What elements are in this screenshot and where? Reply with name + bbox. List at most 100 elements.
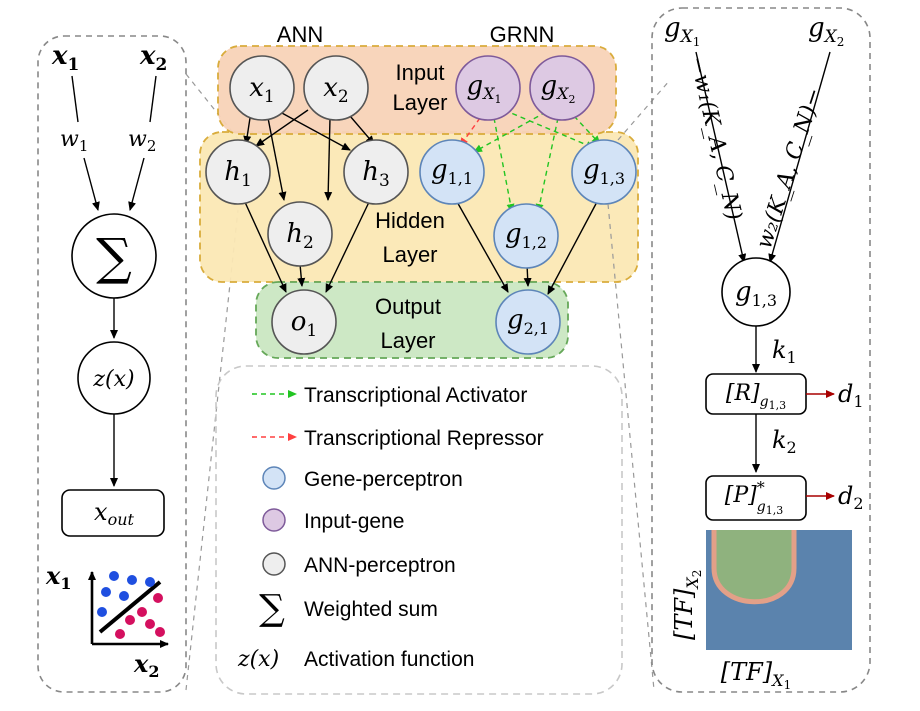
zoom-line-left-bottom	[185, 209, 239, 691]
scatter-blue-dots	[97, 571, 155, 617]
legend-input-gene-label: Input-gene	[304, 510, 404, 533]
edge-h3-o1	[325, 199, 371, 293]
blue-dot	[101, 587, 111, 597]
ann-node-h1	[205, 139, 271, 205]
detail-k1-label: k1	[772, 336, 797, 367]
detail-weight-w1-label: −w₁(K_A, C_N)	[684, 54, 746, 223]
pink-dot	[145, 619, 155, 629]
blue-dot	[145, 577, 155, 587]
sum-symbol: ∑	[96, 228, 132, 286]
ann-node-h1-label: h1	[224, 157, 252, 191]
edge-h2-o1	[297, 263, 306, 287]
input-layer-label: Input	[396, 60, 445, 85]
pink-dot	[137, 607, 147, 617]
output-label: xout	[94, 498, 134, 529]
legend-ann-label: ANN-perceptron	[304, 554, 456, 577]
edge-g13-g21	[547, 199, 599, 295]
edge-x2-h2	[324, 117, 333, 201]
blue-dot	[109, 571, 119, 581]
pink-dot	[125, 615, 135, 625]
legend-activator-label: Transcriptional Activator	[304, 384, 527, 407]
heatmap-y-label: [TF]X2	[670, 570, 704, 640]
detail-input-gx1: gX1	[664, 13, 700, 49]
ann-node-x1-label: x1	[249, 73, 275, 107]
edge-gx2-g11-activator	[473, 111, 547, 153]
ann-edges	[243, 109, 375, 293]
ann-node-h3-label: h3	[362, 157, 390, 191]
grnn-node-g12	[493, 203, 559, 269]
hidden-layer-label: Hidden	[375, 208, 445, 233]
ann-node-x1	[229, 55, 295, 121]
detail-d1-label: d1	[838, 380, 864, 411]
pink-dot	[153, 593, 163, 603]
legend-gene-swatch	[262, 466, 286, 490]
blue-dot	[127, 575, 137, 585]
edge-x1-h2	[267, 117, 287, 201]
grnn-node-g13-label: g1,3	[583, 155, 625, 188]
ann-node-h3	[343, 139, 409, 205]
detail-heatmap	[706, 530, 852, 650]
blue-dot	[119, 591, 129, 601]
edge-x1-h3	[279, 111, 351, 151]
edge-gx2-g12-activator	[535, 117, 559, 213]
grnn-node-g13	[571, 139, 637, 205]
ann-node-h2-label: h2	[286, 219, 314, 253]
ann-node-o1	[271, 289, 337, 355]
perceptron-input-x2: x2	[139, 41, 167, 75]
activation-label: z(x)	[92, 367, 134, 392]
scatter-axis-label-y: x1	[45, 561, 71, 593]
grnn-node-gx2	[529, 55, 595, 121]
edge-h1-o1	[243, 199, 287, 293]
grnn-node-gx1	[455, 55, 521, 121]
ann-node-x2	[303, 55, 369, 121]
gene-detail-panel	[651, 7, 871, 693]
heatmap-x-label: [TF]X1	[721, 658, 791, 692]
x2-to-w2-line	[149, 75, 157, 123]
detail-input-gx2: gX2	[808, 13, 844, 49]
grnn-title: GRNN	[490, 22, 555, 47]
edge-gx1-g13-activator	[503, 109, 595, 149]
pink-dot	[115, 629, 125, 639]
output-layer-box	[255, 281, 569, 359]
edge-x2-h1	[255, 109, 309, 147]
edge-g11-g21	[455, 199, 509, 293]
perceptron-input-x1: x1	[51, 41, 79, 75]
scatter-axis-label-x: x2	[133, 649, 159, 681]
edge-x2-h3	[349, 115, 375, 145]
ann-title: ANN	[277, 22, 323, 47]
edge-gx1-g12-activator	[493, 117, 515, 213]
grnn-node-g11-label: g1,1	[431, 155, 473, 188]
legend-box	[215, 365, 623, 695]
w1-to-sum-arrow	[83, 157, 100, 211]
legend-sum-symbol: ∑	[259, 588, 285, 629]
detail-gx1-arrow	[695, 51, 747, 263]
detail-gene-node-label: g1,3	[735, 277, 777, 310]
edge-x1-h1	[243, 117, 252, 145]
legend-z-symbol: z(x)	[237, 647, 279, 672]
output-layer-label-2: Layer	[380, 328, 435, 353]
heatmap-region	[711, 530, 797, 605]
detail-k2-label: k2	[772, 426, 797, 457]
edge-gx2-g13-activator	[573, 115, 601, 145]
scatter-decision-line	[98, 580, 162, 634]
legend-repressor-label: Transcriptional Repressor	[304, 427, 544, 450]
w2-to-sum-arrow	[128, 157, 145, 211]
grnn-node-g12-label: g1,2	[505, 219, 547, 252]
grnn-node-g11	[419, 139, 485, 205]
weight-w1: w1	[60, 127, 88, 155]
perceptron-panel	[37, 35, 187, 693]
legend-activation-label: Activation function	[304, 648, 474, 671]
input-layer-label-2: Layer	[392, 90, 447, 115]
scatter-pink-dots	[115, 593, 165, 639]
pink-dot	[155, 627, 165, 637]
detail-r-box-label: [R]g1,3	[726, 381, 786, 412]
zoom-line-right-bottom	[607, 203, 655, 691]
detail-gx2-arrow	[768, 51, 831, 263]
detail-p-box	[705, 475, 807, 521]
ann-node-x2-label: x2	[323, 73, 349, 107]
legend-gene-label: Gene-perceptron	[304, 468, 463, 491]
legend-input-gene-swatch	[262, 508, 286, 532]
output-layer-label: Output	[375, 294, 441, 319]
detail-weight-w2-label: w₂(K_A, C_N)−	[752, 85, 828, 252]
detail-p-box-label: [P]* g1,3	[725, 478, 783, 517]
